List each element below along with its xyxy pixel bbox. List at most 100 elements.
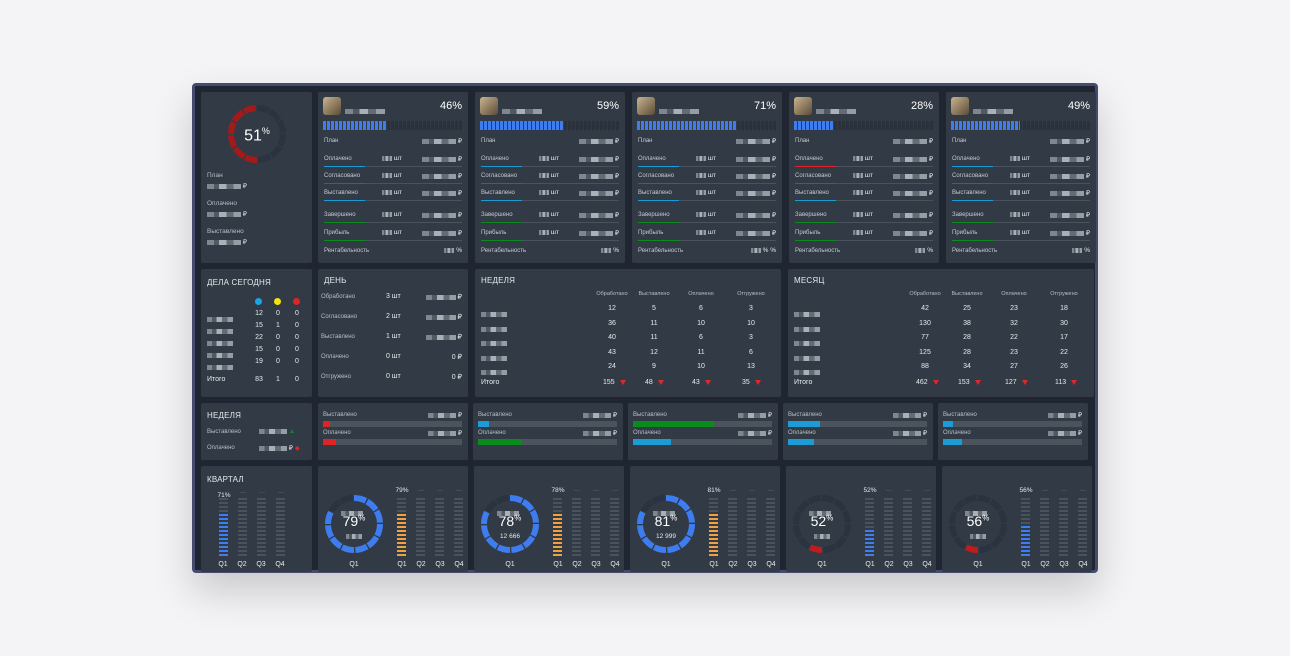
row-underline: [481, 183, 523, 184]
bar-segment: [219, 518, 228, 520]
quarter-label: Q3: [1059, 561, 1069, 568]
table-row-name: [794, 350, 820, 368]
summary-label: План: [207, 172, 223, 179]
bar-segment: [219, 502, 228, 504]
row-underline: [638, 200, 680, 201]
ring-segment: [686, 523, 695, 538]
row-underline: [795, 183, 837, 184]
bar-segment: [1078, 542, 1087, 544]
bar-segment: [591, 538, 600, 540]
bar-segment: [766, 514, 775, 516]
bar-segment: [1078, 526, 1087, 528]
bar-segment: [1078, 506, 1087, 508]
bar-segment: [747, 522, 756, 524]
manager-card[interactable]: 49% План ₽ Оплачено шт ₽ Согласовано шт ₽ Вы…: [946, 92, 1096, 263]
ring-segment: [485, 536, 499, 550]
quarter-bar: [572, 496, 581, 556]
bar-segment: [884, 502, 893, 504]
manager-card[interactable]: 28% План ₽ Оплачено шт ₽ Согласовано шт ₽ Вы…: [789, 92, 939, 263]
manager-card[interactable]: 46% План ₽ Оплачено шт ₽ Согласовано шт ₽ Вы…: [318, 92, 468, 263]
progress-fill: [633, 439, 671, 445]
ring-segment: [277, 133, 286, 148]
row-count: шт: [382, 172, 402, 179]
bar-segment: [865, 526, 874, 528]
bar-segment: [1078, 514, 1087, 516]
table-cell: 24: [608, 363, 616, 370]
ring-segment: [677, 498, 691, 512]
quarter-dots: ···: [259, 490, 265, 496]
bar-segment: [257, 526, 266, 528]
bar-segment: [1040, 554, 1049, 556]
bar-segment: [435, 554, 444, 556]
table-cell: 28: [963, 334, 971, 341]
manager-name: [816, 103, 856, 121]
row-line: [638, 183, 776, 184]
bar-segment: [435, 534, 444, 536]
bar-label: Оплачено: [943, 430, 971, 436]
bar-segment: [238, 534, 247, 536]
bar-segment: [1021, 538, 1030, 540]
bar-segment: [766, 518, 775, 520]
quarter-card: 56% Q1 56% Q1 ··· Q2 ··· Q3 ··· Q4: [942, 466, 1092, 572]
bar-segment: [884, 554, 893, 556]
progress-bar: [478, 439, 617, 445]
ring-segment: [821, 495, 836, 504]
row-line: [952, 200, 1090, 201]
quarter-dots: ···: [730, 488, 736, 494]
quarter-bar: [766, 496, 775, 556]
row-label: Завершено: [324, 212, 356, 218]
manager-row: Завершено шт ₽: [324, 210, 462, 226]
row-value: ₽: [422, 172, 462, 180]
day-label: Согласовано: [321, 314, 358, 320]
table-row-name: [481, 306, 507, 324]
bar-segment: [728, 502, 737, 504]
bar-segment: [454, 514, 463, 516]
ring-segment: [481, 525, 491, 539]
bar-segment: [747, 538, 756, 540]
quarter-label: Q2: [1040, 561, 1050, 568]
row-count: шт: [1010, 229, 1030, 236]
quarter-percent: 78%: [498, 513, 522, 529]
manager-row: Рентабельность %: [952, 246, 1090, 262]
bar-segment: [1059, 542, 1068, 544]
bar-segment: [435, 546, 444, 548]
bar-segment: [435, 526, 444, 528]
row-value: ₽: [1050, 155, 1090, 163]
week-bar-card: Выставлено ₽ Оплачено ₽: [318, 403, 468, 460]
row-label: Завершено: [952, 212, 984, 218]
row-label: Согласовано: [952, 173, 989, 179]
bar-segment: [219, 514, 228, 516]
today-cell: 0: [295, 346, 299, 353]
bar-segment: [1040, 498, 1049, 500]
row-count: шт: [1010, 211, 1030, 218]
bar-segment: [922, 530, 931, 532]
manager-card[interactable]: 71% План ₽ Оплачено шт ₽ Согласовано шт ₽ Вы…: [632, 92, 782, 263]
quarter-label: Q3: [747, 561, 757, 568]
quarter-ring-top: [341, 505, 363, 523]
bar-segment: [435, 498, 444, 500]
bar-value: ₽: [738, 429, 772, 437]
ring-segment: [365, 498, 379, 512]
row-line: [324, 222, 462, 223]
bar-segment: [1021, 506, 1030, 508]
row-line: [481, 200, 619, 201]
week-bar-card: Выставлено ₽ Оплачено ₽: [628, 403, 778, 460]
manager-percent: 59%: [596, 100, 619, 112]
week-panel: НЕДЕЛЯ Обработано Выставлено Оплачено Отгру…: [475, 269, 781, 397]
manager-card[interactable]: 59% План ₽ Оплачено шт ₽ Согласовано шт ₽ Вы…: [475, 92, 625, 263]
table-cell: 25: [963, 305, 971, 312]
bar-segment: [747, 498, 756, 500]
manager-row: Оплачено шт ₽: [952, 154, 1090, 170]
ring-segment: [522, 535, 536, 549]
manager-row: Выставлено шт ₽: [795, 188, 933, 204]
progress-fill: [637, 121, 737, 130]
bar-segment: [219, 506, 228, 508]
down-arrow-icon: [1021, 379, 1028, 385]
row-value: ₽: [736, 189, 776, 197]
row-label: План: [324, 138, 339, 144]
ring-segment: [989, 498, 1003, 512]
quarter-percent: 56%: [966, 513, 990, 529]
row-label: Прибыль: [795, 230, 821, 236]
bar-segment: [257, 518, 266, 520]
bar-segment: [728, 498, 737, 500]
